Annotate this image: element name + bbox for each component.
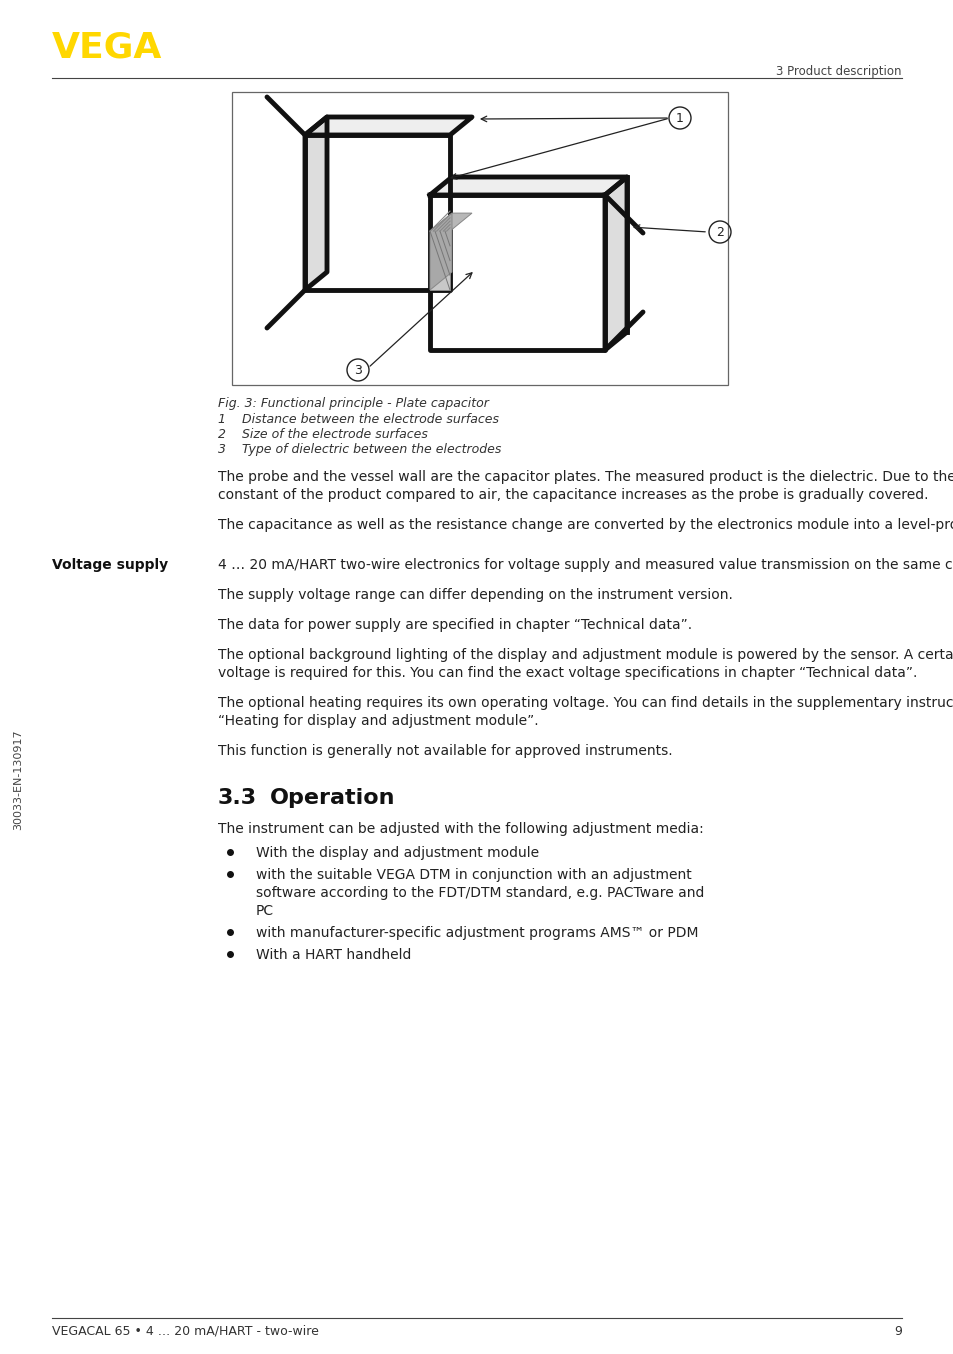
- Text: With a HART handheld: With a HART handheld: [255, 948, 411, 961]
- Text: 30033-EN-130917: 30033-EN-130917: [13, 730, 23, 830]
- Bar: [232, 92, 727, 385]
- Text: PC: PC: [255, 904, 274, 918]
- Polygon shape: [430, 232, 450, 290]
- Text: 4 … 20 mA/HART two-wire electronics for voltage supply and measured value transm: 4 … 20 mA/HART two-wire electronics for …: [218, 558, 953, 571]
- Text: 3 Product description: 3 Product description: [776, 65, 901, 79]
- Text: with the suitable VEGA DTM in conjunction with an adjustment: with the suitable VEGA DTM in conjunctio…: [255, 868, 691, 881]
- Text: This function is generally not available for approved instruments.: This function is generally not available…: [218, 743, 672, 758]
- Polygon shape: [305, 116, 327, 290]
- Polygon shape: [305, 135, 450, 290]
- Text: The capacitance as well as the resistance change are converted by the electronic: The capacitance as well as the resistanc…: [218, 519, 953, 532]
- Text: Voltage supply: Voltage supply: [52, 558, 168, 571]
- Text: 3.3: 3.3: [218, 788, 257, 808]
- Text: “Heating for display and adjustment module”.: “Heating for display and adjustment modu…: [218, 714, 538, 728]
- Text: 1: 1: [676, 111, 683, 125]
- Text: The probe and the vessel wall are the capacitor plates. The measured product is : The probe and the vessel wall are the ca…: [218, 470, 953, 483]
- Text: The data for power supply are specified in chapter “Technical data”.: The data for power supply are specified …: [218, 617, 691, 632]
- Text: constant of the product compared to air, the capacitance increases as the probe : constant of the product compared to air,…: [218, 487, 927, 502]
- Polygon shape: [430, 195, 604, 349]
- Text: The instrument can be adjusted with the following adjustment media:: The instrument can be adjusted with the …: [218, 822, 703, 835]
- Text: Fig. 3: Functional principle - Plate capacitor: Fig. 3: Functional principle - Plate cap…: [218, 397, 488, 410]
- Text: 9: 9: [893, 1326, 901, 1338]
- Text: 2: 2: [716, 226, 723, 238]
- Polygon shape: [430, 213, 472, 232]
- Polygon shape: [305, 116, 472, 135]
- Text: The optional background lighting of the display and adjustment module is powered: The optional background lighting of the …: [218, 649, 953, 662]
- Text: with manufacturer-specific adjustment programs AMS™ or PDM: with manufacturer-specific adjustment pr…: [255, 926, 698, 940]
- Polygon shape: [604, 177, 626, 349]
- Polygon shape: [430, 177, 626, 195]
- Text: The supply voltage range can differ depending on the instrument version.: The supply voltage range can differ depe…: [218, 588, 732, 603]
- Text: software according to the FDT/DTM standard, e.g. PACTware and: software according to the FDT/DTM standa…: [255, 886, 703, 900]
- Text: 3    Type of dielectric between the electrodes: 3 Type of dielectric between the electro…: [218, 443, 501, 456]
- Text: voltage is required for this. You can find the exact voltage specifications in c: voltage is required for this. You can fi…: [218, 666, 917, 680]
- Text: 1    Distance between the electrode surfaces: 1 Distance between the electrode surface…: [218, 413, 498, 427]
- Text: VEGA: VEGA: [52, 30, 162, 64]
- Text: VEGACAL 65 • 4 … 20 mA/HART - two-wire: VEGACAL 65 • 4 … 20 mA/HART - two-wire: [52, 1326, 318, 1338]
- Polygon shape: [430, 213, 452, 290]
- Text: 3: 3: [354, 363, 361, 376]
- Text: The optional heating requires its own operating voltage. You can find details in: The optional heating requires its own op…: [218, 696, 953, 709]
- Text: With the display and adjustment module: With the display and adjustment module: [255, 846, 538, 860]
- Text: 2    Size of the electrode surfaces: 2 Size of the electrode surfaces: [218, 428, 428, 441]
- Text: Operation: Operation: [270, 788, 395, 808]
